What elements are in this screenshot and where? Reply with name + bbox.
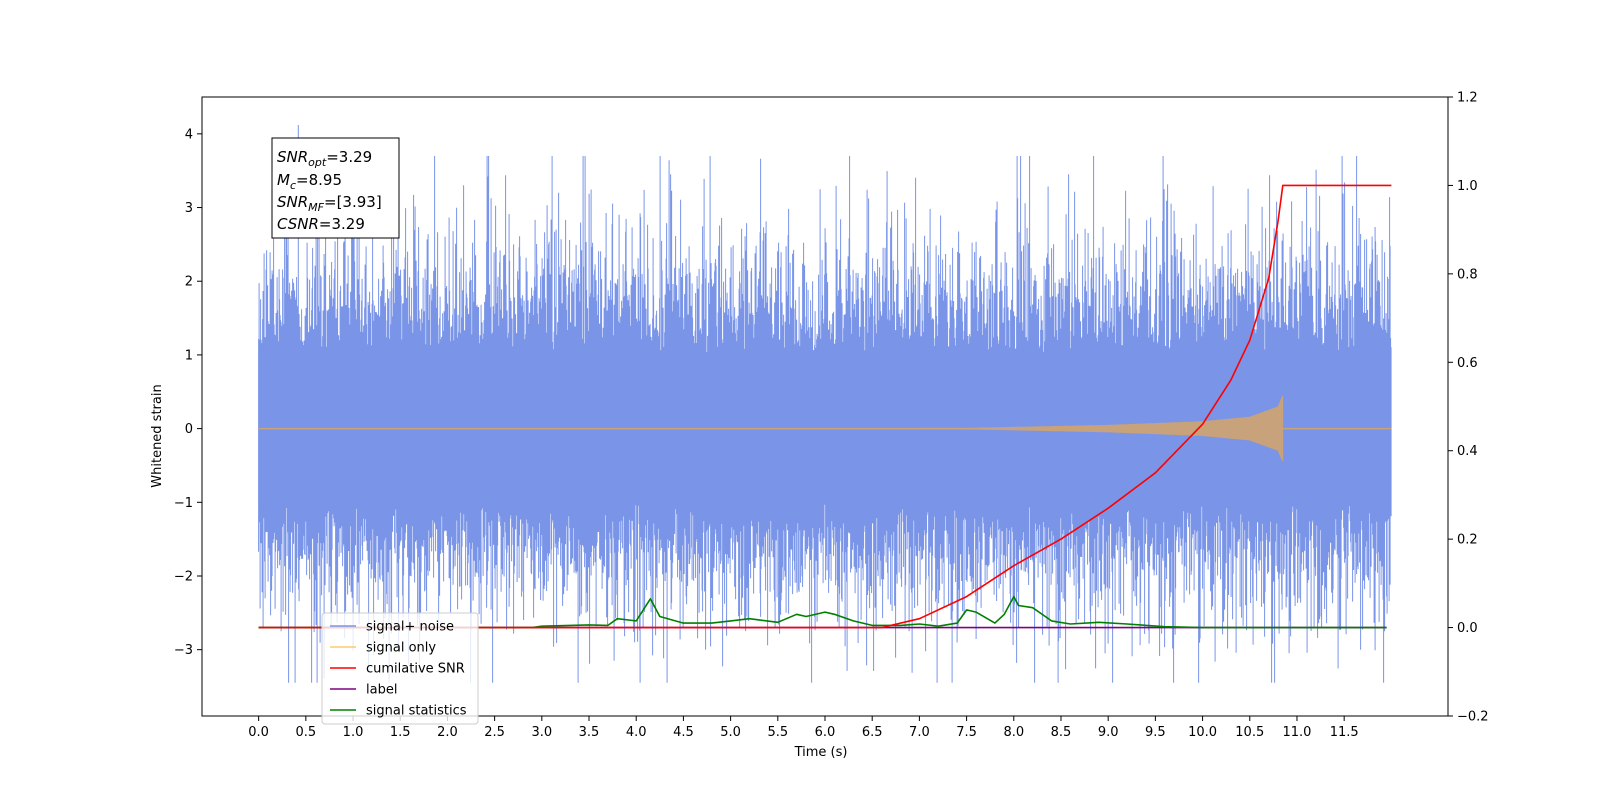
y-tick-label: 4 [185, 127, 193, 142]
x-tick-label: 5.5 [767, 725, 788, 740]
snr-mf-text: SNRMF=[3.93] [277, 193, 382, 214]
x-tick-label: 11.5 [1330, 725, 1359, 740]
x-tick-label: 0.0 [248, 725, 269, 740]
x-tick-label: 0.5 [295, 725, 316, 740]
legend-entry-signal-only: signal only [330, 641, 436, 656]
x-tick-label: 3.0 [531, 725, 552, 740]
y-axis-label: Whitened strain [150, 384, 165, 487]
y2-tick-label: 0.6 [1457, 356, 1478, 371]
legend-label-signal-only: signal only [366, 641, 436, 656]
y-tick-label: −1 [174, 496, 193, 511]
x-tick-label: 6.0 [815, 725, 836, 740]
x-tick-label: 1.5 [390, 725, 411, 740]
y2-tick-label: 0.8 [1457, 267, 1478, 282]
legend-frame [321, 612, 479, 725]
x-tick-label: 9.5 [1145, 725, 1166, 740]
snr-opt-text: SNRopt=3.29 [277, 148, 372, 169]
legend-label-cumulative-snr: cumilative SNR [366, 662, 465, 677]
x-tick-label: 5.0 [720, 725, 741, 740]
y-tick-label: 3 [185, 201, 193, 216]
legend-entry-cumulative-snr: cumilative SNR [330, 662, 465, 677]
x-axis-label: Time (s) [794, 745, 848, 760]
x-tick-label: 7.5 [956, 725, 977, 740]
x-tick-label: 7.0 [909, 725, 930, 740]
legend-entry-signal-statistics: signal statistics [330, 704, 467, 719]
y-tick-label: 1 [185, 348, 193, 363]
legend: signal+ noise signal only cumilative SNR… [321, 612, 479, 725]
series-signal-noise [258, 125, 1392, 683]
y-tick-label: 0 [185, 422, 193, 437]
legend-entry-label: label [330, 683, 397, 698]
x-tick-label: 4.5 [673, 725, 694, 740]
axes: 0.0 0.5 1.0 1.5 2.0 2.5 3.0 3.5 4.0 4.5 5.0 5.5 6.0 6… [174, 91, 1489, 741]
y2-tick-label: 1.2 [1457, 91, 1478, 106]
y2-tick-label: −0.2 [1457, 710, 1489, 725]
x-tick-label: 9.0 [1098, 725, 1119, 740]
legend-label-signal-noise: signal+ noise [366, 620, 454, 635]
csnr-text: CSNR=3.29 [277, 215, 365, 233]
legend-label-label: label [366, 683, 397, 698]
y-tick-label: −3 [174, 643, 193, 658]
x-tick-label: 1.0 [343, 725, 364, 740]
info-box: SNRopt=3.29 Mc=8.95 SNRMF=[3.93] CSNR=3.… [271, 137, 400, 239]
x-tick-label: 2.0 [437, 725, 458, 740]
y-tick-label: 2 [185, 275, 193, 290]
y2-tick-label: 0.0 [1457, 621, 1478, 636]
x-tick-label: 4.0 [626, 725, 647, 740]
mc-text: Mc=8.95 [277, 171, 342, 192]
y2-tick-label: 1.0 [1457, 179, 1478, 194]
x-tick-label: 8.5 [1051, 725, 1072, 740]
x-tick-label: 2.5 [484, 725, 505, 740]
series-signal-statistics [258, 595, 1387, 629]
series-cumulative-snr [258, 184, 1392, 629]
y2-tick-label: 0.4 [1457, 444, 1478, 459]
x-tick-label: 10.0 [1188, 725, 1217, 740]
info-box-frame [271, 137, 400, 239]
legend-entry-signal-noise: signal+ noise [330, 620, 454, 635]
legend-label-signal-statistics: signal statistics [366, 704, 467, 719]
x-tick-label: 6.5 [862, 725, 883, 740]
y-tick-label: −2 [174, 569, 193, 584]
x-tick-label: 11.0 [1282, 725, 1311, 740]
y2-tick-label: 0.2 [1457, 533, 1478, 548]
x-tick-label: 3.5 [579, 725, 600, 740]
x-tick-label: 8.0 [1003, 725, 1024, 740]
x-tick-label: 10.5 [1235, 725, 1264, 740]
